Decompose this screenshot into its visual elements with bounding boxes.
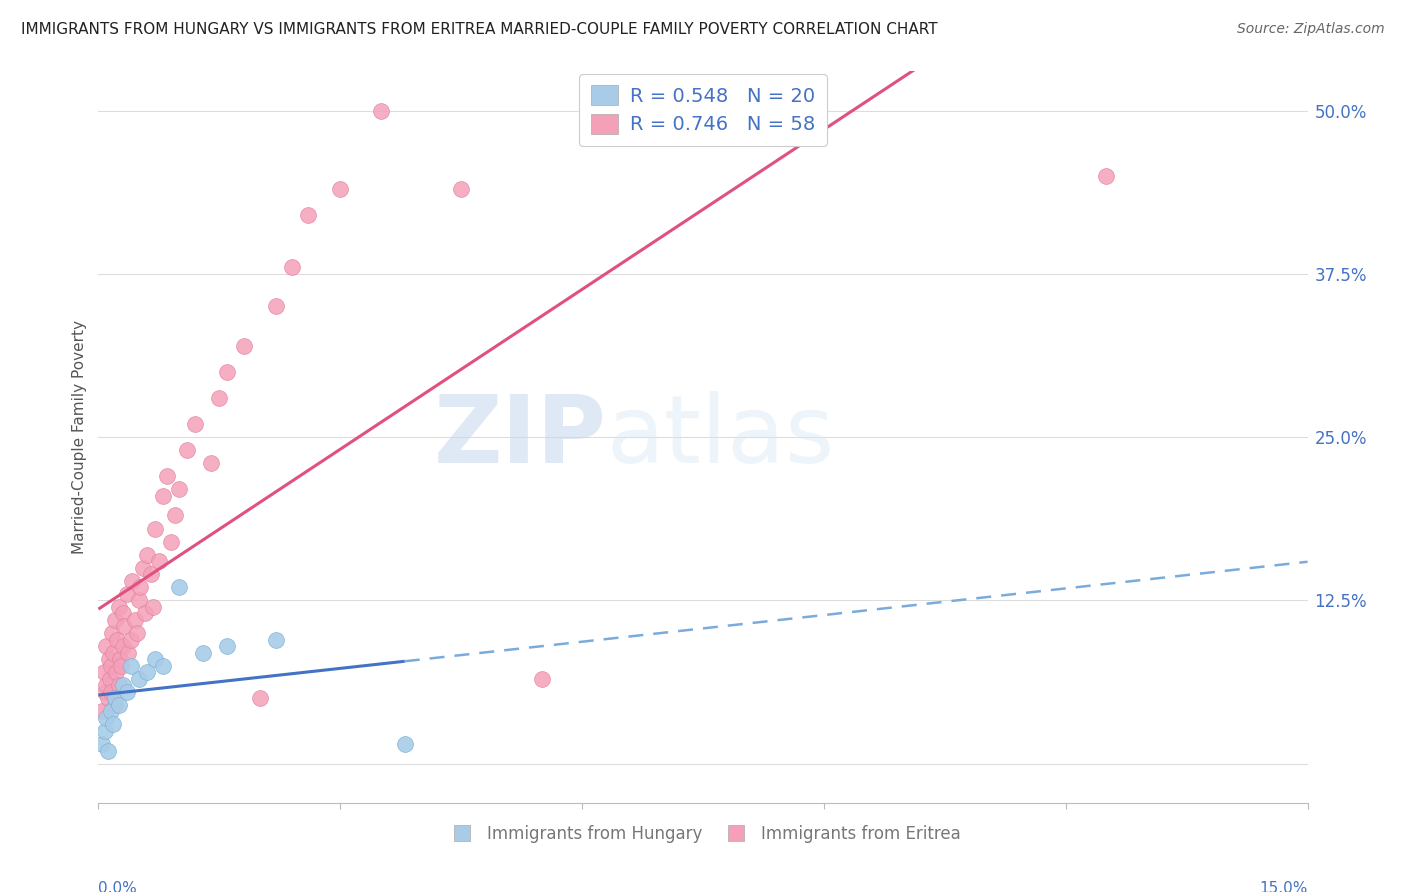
Point xyxy=(105,665,128,680)
Point xyxy=(111,607,134,621)
Point xyxy=(167,580,190,594)
Point xyxy=(97,691,120,706)
Point xyxy=(103,613,125,627)
Point xyxy=(100,705,122,719)
Point xyxy=(124,613,146,627)
Point xyxy=(96,711,118,725)
Point xyxy=(128,672,150,686)
Point xyxy=(394,737,416,751)
Point xyxy=(264,300,287,314)
Point xyxy=(108,652,131,666)
Text: IMMIGRANTS FROM HUNGARY VS IMMIGRANTS FROM ERITREA MARRIED-COUPLE FAMILY POVERTY: IMMIGRANTS FROM HUNGARY VS IMMIGRANTS FR… xyxy=(21,22,938,37)
Point xyxy=(200,456,222,470)
Legend: Immigrants from Hungary, Immigrants from Eritrea: Immigrants from Hungary, Immigrants from… xyxy=(439,818,967,849)
Text: ZIP: ZIP xyxy=(433,391,606,483)
Point xyxy=(152,658,174,673)
Point xyxy=(370,103,392,118)
Point xyxy=(297,208,319,222)
Point xyxy=(111,639,134,653)
Point xyxy=(208,391,231,405)
Point xyxy=(249,691,271,706)
Point xyxy=(107,678,129,692)
Point xyxy=(176,443,198,458)
Point xyxy=(115,685,138,699)
Point xyxy=(120,658,142,673)
Text: 0.0%: 0.0% xyxy=(98,881,138,892)
Point xyxy=(107,599,129,614)
Point xyxy=(132,560,155,574)
Point xyxy=(127,626,149,640)
Point xyxy=(148,554,170,568)
Point xyxy=(450,182,472,196)
Point xyxy=(112,619,135,633)
Point xyxy=(152,489,174,503)
Point xyxy=(100,658,122,673)
Point xyxy=(117,646,139,660)
Point xyxy=(93,665,115,680)
Point xyxy=(135,548,157,562)
Point xyxy=(329,182,352,196)
Point xyxy=(184,417,207,431)
Point xyxy=(121,574,143,588)
Point xyxy=(217,365,239,379)
Point xyxy=(111,678,134,692)
Y-axis label: Married-Couple Family Poverty: Married-Couple Family Poverty xyxy=(72,320,87,554)
Point xyxy=(91,737,114,751)
Point xyxy=(100,685,122,699)
Point xyxy=(107,698,129,712)
Point xyxy=(142,599,165,614)
Point xyxy=(163,508,186,523)
Point xyxy=(94,723,117,738)
Point xyxy=(129,580,152,594)
Point xyxy=(530,672,553,686)
Point xyxy=(96,678,118,692)
Point xyxy=(120,632,142,647)
Text: Source: ZipAtlas.com: Source: ZipAtlas.com xyxy=(1237,22,1385,37)
Point xyxy=(1095,169,1118,183)
Point xyxy=(160,534,183,549)
Point xyxy=(94,685,117,699)
Point xyxy=(110,658,132,673)
Point xyxy=(97,743,120,757)
Point xyxy=(101,646,124,660)
Point xyxy=(91,705,114,719)
Point xyxy=(156,469,179,483)
Point xyxy=(264,632,287,647)
Point xyxy=(217,639,239,653)
Point xyxy=(135,665,157,680)
Point xyxy=(167,483,190,497)
Text: atlas: atlas xyxy=(606,391,835,483)
Point xyxy=(139,567,162,582)
Point xyxy=(105,632,128,647)
Point xyxy=(96,639,118,653)
Point xyxy=(143,652,166,666)
Point xyxy=(134,607,156,621)
Point xyxy=(115,587,138,601)
Point xyxy=(97,652,120,666)
Text: 15.0%: 15.0% xyxy=(1260,881,1308,892)
Point xyxy=(128,593,150,607)
Point xyxy=(281,260,304,275)
Point xyxy=(232,339,254,353)
Point xyxy=(101,717,124,731)
Point xyxy=(101,626,124,640)
Point xyxy=(98,672,121,686)
Point xyxy=(193,646,215,660)
Point xyxy=(103,698,125,712)
Point xyxy=(143,521,166,535)
Point xyxy=(103,691,125,706)
